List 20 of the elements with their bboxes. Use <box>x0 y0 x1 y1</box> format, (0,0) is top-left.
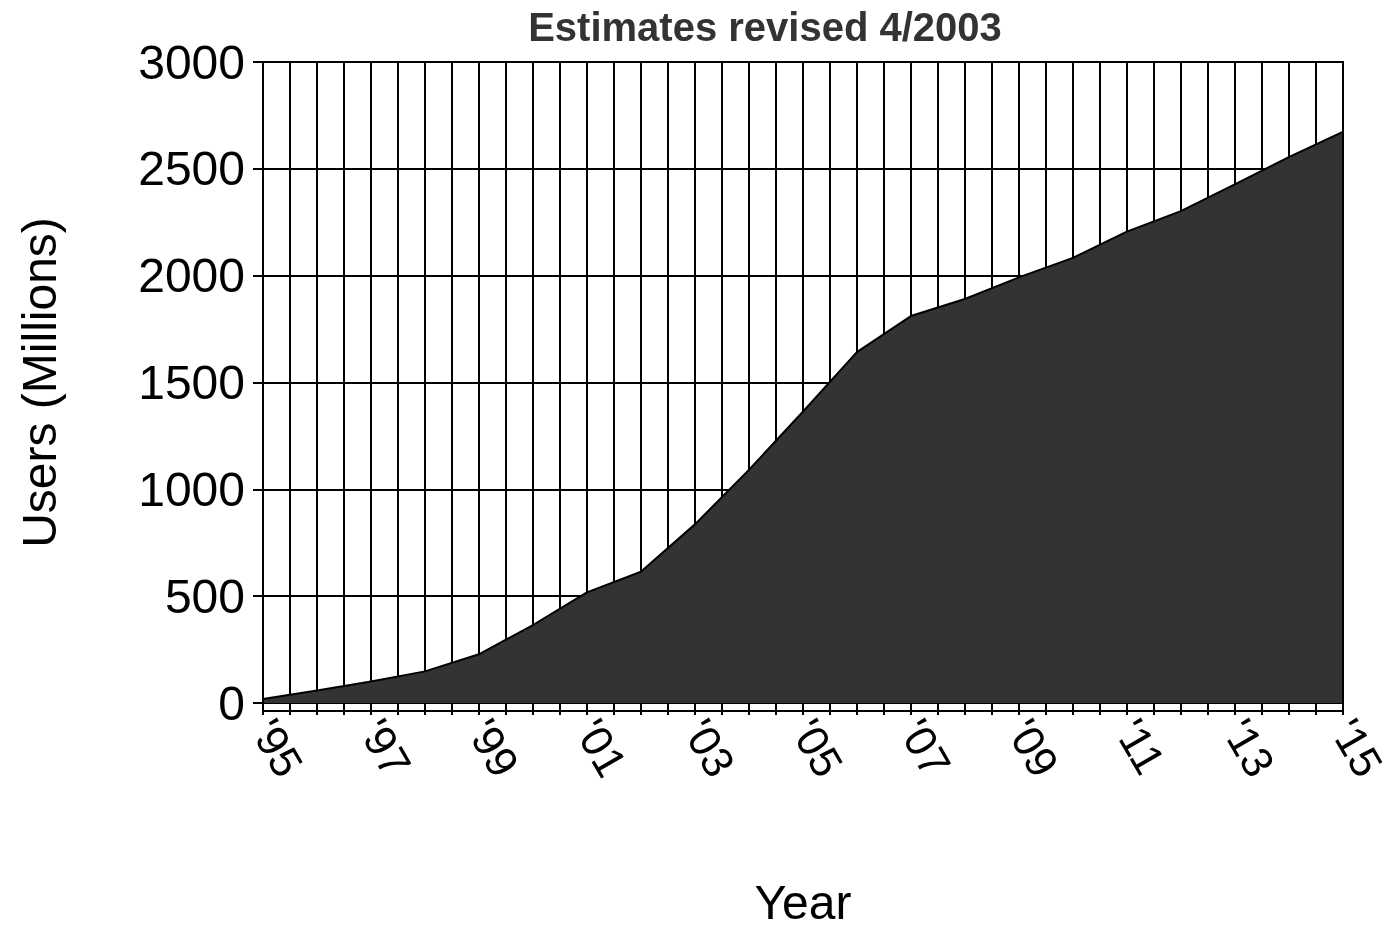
y-axis-title: Users (Millions) <box>12 217 66 548</box>
x-tick-label: '11 <box>1105 710 1176 783</box>
x-tick-label: '07 <box>889 710 961 785</box>
y-tick-label: 1000 <box>138 462 245 516</box>
x-tick-label: '15 <box>1321 710 1392 785</box>
y-tick-label: 0 <box>218 676 245 730</box>
x-tick-label: '13 <box>1213 710 1285 785</box>
y-tick-label: 2500 <box>138 142 245 196</box>
y-tick-label: 2000 <box>138 249 245 303</box>
x-tick-label: '97 <box>349 710 421 785</box>
x-axis-title: Year <box>754 875 852 929</box>
x-tick-label: '01 <box>565 710 637 785</box>
chart-title: Estimates revised 4/2003 <box>528 5 1002 49</box>
y-tick-label: 3000 <box>138 35 245 89</box>
x-tick-label: '09 <box>997 710 1069 785</box>
x-tick-label: '05 <box>781 710 853 785</box>
x-tick-label: '03 <box>673 710 745 785</box>
y-tick-label: 500 <box>164 569 245 623</box>
y-tick-label: 1500 <box>138 356 245 409</box>
x-tick-label: '99 <box>457 710 529 785</box>
